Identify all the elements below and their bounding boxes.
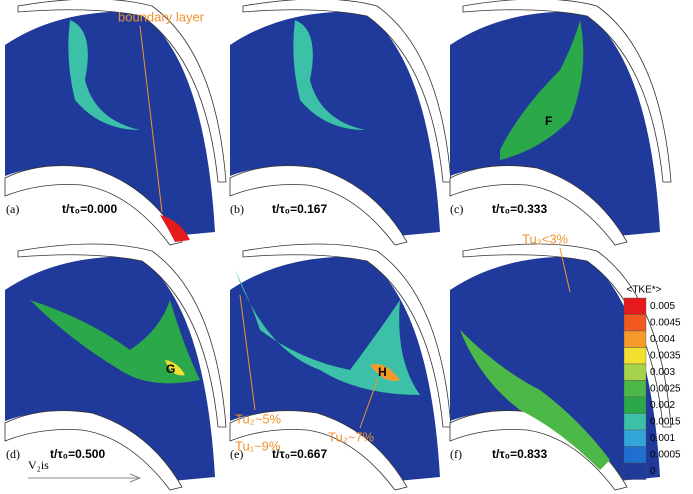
colorbar-label: 0.0035 <box>650 350 681 361</box>
annotation: Tu₂<3% <box>522 231 569 246</box>
velocity-label: V₂is <box>28 458 49 472</box>
colorbar-swatch <box>624 364 646 381</box>
colorbar: <TKE*> 0.005 0.0045 0.004 0.0035 0.003 0.0025… <box>624 285 681 480</box>
colorbar-swatch <box>624 315 646 332</box>
colorbar-swatch <box>624 414 646 431</box>
point-label: F <box>545 114 552 128</box>
panel-time: t/τ₀=0.500 <box>50 447 105 461</box>
colorbar-label: 0.005 <box>650 301 675 312</box>
colorbar-swatch <box>624 447 646 464</box>
panel-time: t/τ₀=0.000 <box>62 202 117 216</box>
panel-label: (f) <box>450 447 462 461</box>
panel-time: t/τ₀=0.167 <box>272 202 327 216</box>
annotation: boundary layer <box>118 9 205 24</box>
panel-label: (a) <box>6 202 19 216</box>
panel-time: t/τ₀=0.333 <box>492 202 547 216</box>
colorbar-swatch <box>624 348 646 365</box>
colorbar-swatch <box>624 381 646 398</box>
panel-label: (d) <box>6 447 20 461</box>
colorbar-swatch <box>624 397 646 414</box>
colorbar-label: 0.001 <box>650 433 675 444</box>
colorbar-label: 0 <box>650 466 656 477</box>
colorbar-label: 0.0005 <box>650 449 681 460</box>
panels <box>5 0 671 490</box>
point-label: H <box>378 365 387 379</box>
point-label: G <box>166 362 175 376</box>
colorbar-label: 0.0025 <box>650 383 681 394</box>
colorbar-label: 0.004 <box>650 334 675 345</box>
colorbar-swatch <box>624 463 646 480</box>
colorbar-label: 0.003 <box>650 367 675 378</box>
annotation: Tu₂~7% <box>328 429 375 444</box>
annotation: Tu₁~9% <box>235 438 281 453</box>
panel-label: (c) <box>450 202 463 216</box>
colorbar-label: 0.002 <box>650 400 675 411</box>
colorbar-swatch <box>624 430 646 447</box>
colorbar-swatch <box>624 298 646 315</box>
colorbar-label: 0.0015 <box>650 416 681 427</box>
figure: (a) t/τ₀=0.000 (b) t/τ₀=0.167 (c) t/τ₀=0… <box>0 0 693 494</box>
colorbar-title: <TKE*> <box>626 285 661 296</box>
colorbar-label: 0.0045 <box>650 317 681 328</box>
panel-time: t/τ₀=0.833 <box>492 447 547 461</box>
annotation: Tu₂~5% <box>235 411 282 426</box>
colorbar-swatch <box>624 331 646 348</box>
panel-label: (b) <box>230 202 244 216</box>
